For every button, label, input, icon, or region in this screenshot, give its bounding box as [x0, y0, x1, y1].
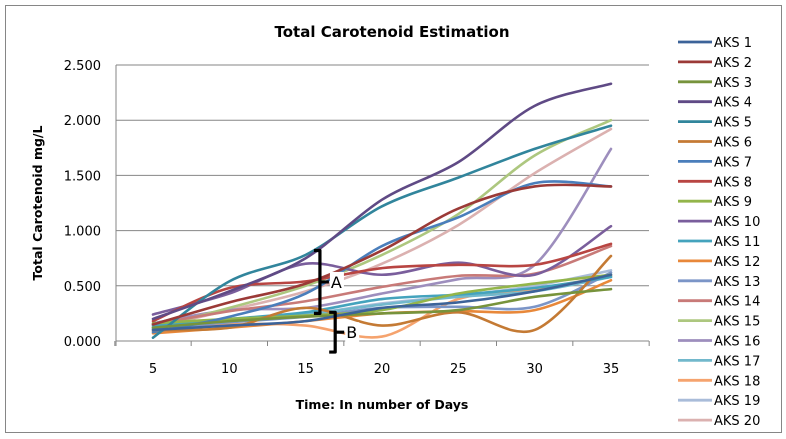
series-line-aks-3	[151, 287, 613, 330]
x-tick-label: 25	[450, 362, 467, 377]
legend-label: AKS 7	[714, 155, 752, 170]
legend-label: AKS 15	[714, 315, 760, 330]
legend-label: AKS 12	[714, 255, 760, 270]
legend-label: AKS 8	[714, 175, 752, 190]
legend-label: AKS 17	[714, 354, 760, 369]
series-lines	[151, 82, 613, 339]
legend-label: AKS 18	[714, 374, 760, 389]
x-tick-label: 30	[526, 362, 543, 377]
series-line-aks-2	[151, 183, 613, 326]
annotations: AB	[313, 248, 360, 354]
legend-label: AKS 20	[714, 414, 760, 429]
legend-label: AKS 11	[714, 235, 760, 250]
x-tick-label: 15	[297, 362, 314, 377]
legend-label: AKS 14	[714, 295, 760, 310]
series-line-aks-6	[151, 254, 613, 333]
legend-label: AKS 13	[714, 275, 760, 290]
y-tick-label: 1.000	[64, 225, 101, 240]
label-bg-b	[345, 322, 360, 343]
brace-a	[313, 248, 329, 315]
chart-title: Total Carotenoid Estimation	[275, 23, 510, 41]
annotation-label-b: B	[346, 323, 357, 342]
legend-label: AKS 16	[714, 335, 760, 350]
x-tick-label: 10	[221, 362, 238, 377]
x-tick-label: 35	[603, 362, 620, 377]
series-line-aks-9	[151, 273, 613, 325]
x-axis-title: Time: In number of Days	[296, 397, 469, 412]
legend-label: AKS 1	[714, 36, 752, 51]
label-bg-a	[329, 271, 344, 292]
x-tick-label: 5	[149, 362, 157, 377]
axes	[114, 65, 650, 346]
brace-b	[329, 310, 345, 354]
annotation-label-a: A	[331, 273, 342, 292]
series-line-aks-5	[151, 124, 613, 339]
series-line-aks-1	[151, 273, 613, 332]
legend-label: AKS 4	[714, 96, 752, 111]
series-line-aks-10	[151, 224, 613, 316]
legend-label: AKS 6	[714, 136, 752, 151]
series-line-aks-7	[151, 180, 613, 334]
legend-label: AKS 3	[714, 76, 752, 91]
legend-label: AKS 19	[714, 394, 760, 409]
y-tick-label: 0.000	[64, 335, 101, 350]
tick-labels: 0.000 0.500 1.000 1.500 2.000 2.500 5 10 15 20 25 3…	[64, 59, 619, 377]
y-axis-title: Total Carotenoid mg/L	[30, 126, 45, 281]
legend-label: AKS 9	[714, 195, 752, 210]
x-tick-label: 20	[374, 362, 391, 377]
y-tick-label: 0.500	[64, 280, 101, 295]
legend: AKS 1 AKS 2 AKS 3 AKS 4 AKS 5 AKS 6 AKS 7 AKS 8…	[678, 36, 760, 429]
legend-label: AKS 5	[714, 116, 752, 131]
legend-label: AKS 2	[714, 56, 752, 71]
series-line-aks-8	[151, 242, 613, 323]
chart-frame	[5, 5, 782, 433]
series-line-aks-15	[151, 118, 613, 330]
y-tick-label: 2.000	[64, 114, 101, 129]
y-tick-label: 2.500	[64, 59, 101, 74]
y-tick-label: 1.500	[64, 169, 101, 184]
legend-label: AKS 10	[714, 215, 760, 230]
series-line-aks-4	[151, 82, 613, 321]
